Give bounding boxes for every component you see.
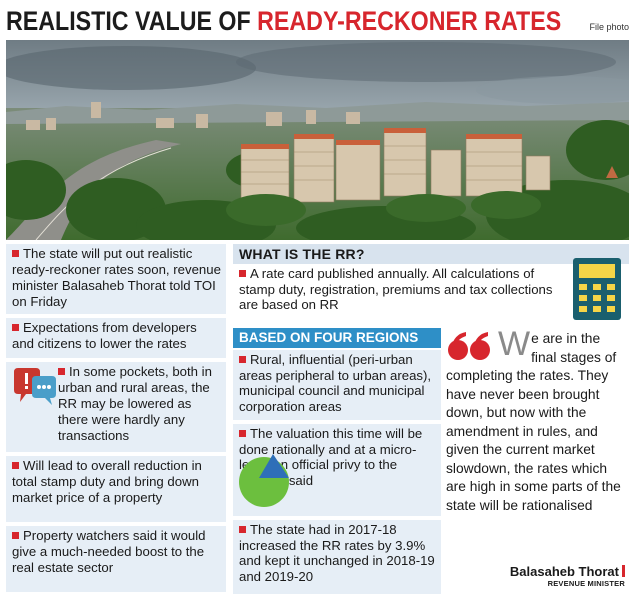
headline-part1: REALISTIC VALUE OF <box>6 6 251 36</box>
quote-body: e are in the final stages of completing … <box>446 331 621 513</box>
bullet <box>239 270 246 277</box>
calculator-icon <box>573 258 621 320</box>
bullet <box>12 324 19 331</box>
regions-title: BASED ON FOUR REGIONS <box>239 330 419 345</box>
left-item-2: Expectations from developers and citizen… <box>6 318 226 358</box>
bullet <box>12 532 19 539</box>
region-item-text: The valuation this time will be done rat… <box>239 426 423 488</box>
what-is-rr-text: A rate card published annually. All calc… <box>239 266 553 312</box>
region-item-text: The state had in 2017-18 increased the R… <box>239 522 435 584</box>
headline-part2: READY-RECKONER RATES <box>257 6 562 36</box>
city-photo <box>6 40 629 240</box>
left-item-text: The state will put out realistic ready-r… <box>12 246 221 309</box>
region-item-2: The valuation this time will be done rat… <box>233 424 441 516</box>
quote-speaker: Balasaheb Thorat <box>510 564 625 579</box>
left-column: The state will put out realistic ready-r… <box>6 244 226 594</box>
left-item-text: Property watchers said it would give a m… <box>12 528 206 575</box>
quote-marks-icon <box>448 332 490 360</box>
quote-dropcap: W <box>498 325 531 363</box>
what-is-rr-title: WHAT IS THE RR? <box>239 246 365 262</box>
regions-heading: BASED ON FOUR REGIONS <box>233 328 441 348</box>
bullet <box>12 462 19 469</box>
speaker-bar <box>622 565 625 577</box>
left-item-text: In some pockets, both in urban and rural… <box>58 364 212 443</box>
left-item-3: In some pockets, both in urban and rural… <box>6 362 226 452</box>
left-item-4: Will lead to overall reduction in total … <box>6 456 226 522</box>
left-item-5: Property watchers said it would give a m… <box>6 526 226 592</box>
quote-speaker-name: Balasaheb Thorat <box>509 564 619 579</box>
photo-credit: File photo <box>589 22 629 32</box>
left-item-text: Expectations from developers and citizen… <box>12 320 197 351</box>
headline: REALISTIC VALUE OF READY-RECKONER RATES <box>6 4 561 38</box>
quote-role: REVENUE MINISTER <box>547 579 625 588</box>
bullet <box>58 368 65 375</box>
left-item-text: Will lead to overall reduction in total … <box>12 458 202 505</box>
pie-chart-icon <box>239 454 289 507</box>
bullet <box>239 430 246 437</box>
region-item-1: Rural, influential (peri-urban areas per… <box>233 350 441 420</box>
left-item-1: The state will put out realistic ready-r… <box>6 244 226 314</box>
bullet <box>239 526 246 533</box>
bullet <box>239 356 246 363</box>
what-is-rr-body: A rate card published annually. All calc… <box>233 266 569 313</box>
what-is-rr-heading: WHAT IS THE RR? <box>233 244 629 264</box>
region-item-3: The state had in 2017-18 increased the R… <box>233 520 441 594</box>
speech-bubbles-icon <box>14 368 56 405</box>
region-item-text: Rural, influential (peri-urban areas per… <box>239 352 432 414</box>
bullet <box>12 250 19 257</box>
